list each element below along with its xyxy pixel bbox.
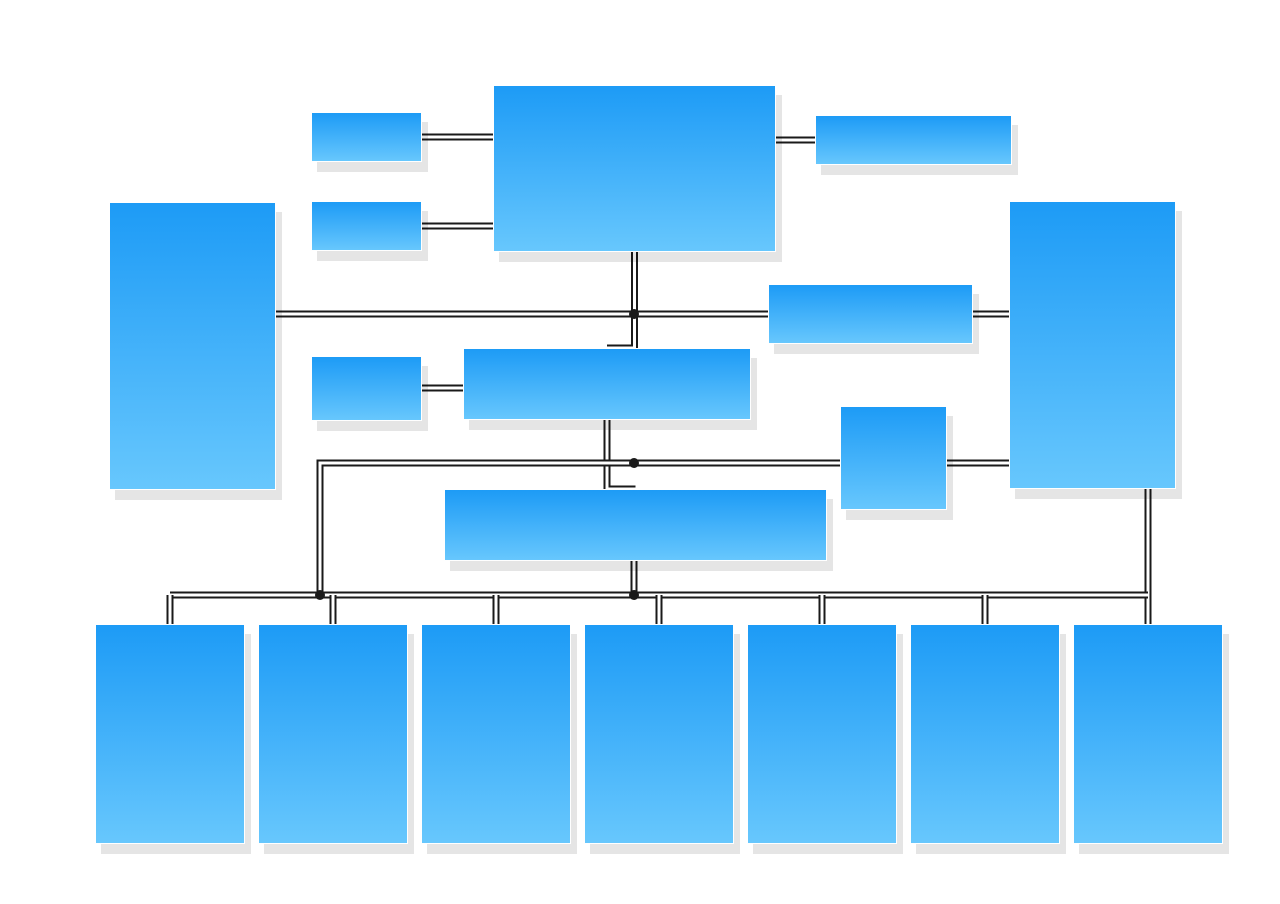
edge: [607, 252, 635, 348]
node-left-tall: [109, 202, 276, 490]
edge-junction: [629, 590, 639, 600]
edge: [607, 420, 636, 489]
node-square: [840, 406, 947, 510]
node-right-tall: [1009, 201, 1176, 489]
node-top-right-bar: [815, 115, 1012, 165]
node-mid-bar: [463, 348, 751, 420]
node-top-small-2: [311, 201, 422, 251]
edge-inner: [607, 420, 636, 489]
node-mid-small: [311, 356, 422, 421]
node-leaf-3: [421, 624, 571, 844]
org-chart-diagram: [0, 0, 1280, 904]
edge-junction: [629, 309, 639, 319]
node-wide-bar: [444, 489, 827, 561]
node-top-small-1: [311, 112, 422, 162]
node-mid-right-bar: [768, 284, 973, 344]
node-leaf-7: [1073, 624, 1223, 844]
node-top-main: [493, 85, 776, 252]
node-leaf-6: [910, 624, 1060, 844]
node-leaf-1: [95, 624, 245, 844]
edge: [634, 561, 636, 595]
node-leaf-5: [747, 624, 897, 844]
edge-inner: [607, 252, 635, 348]
node-leaf-4: [584, 624, 734, 844]
node-leaf-2: [258, 624, 408, 844]
edge-junction: [629, 458, 639, 468]
edge-junction: [315, 590, 325, 600]
edge-inner: [634, 561, 636, 595]
